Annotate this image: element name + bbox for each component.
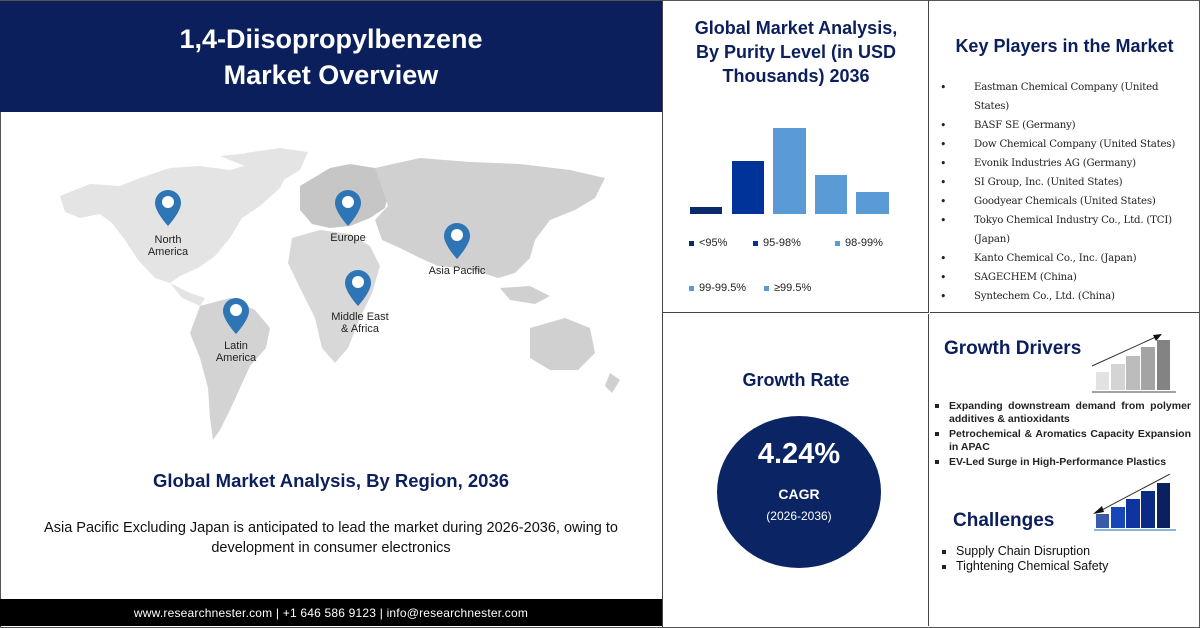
region-label-north-america: North America <box>147 234 189 258</box>
challenges-list: Supply Chain Disruption Tightening Chemi… <box>940 544 1190 574</box>
bar-95-98 <box>732 161 764 214</box>
title-line-1: 1,4-Diisopropylbenzene <box>179 23 483 54</box>
key-player-item: Kanto Chemical Co., Inc. (Japan) <box>940 249 1195 268</box>
challenge-item: Supply Chain Disruption <box>940 544 1190 559</box>
legend-item: 98-99% <box>835 237 883 249</box>
growth-rate-panel: Growth Rate 4.24% CAGR (2026-2036) <box>663 314 929 626</box>
declining-trend-chart-icon <box>1093 474 1176 531</box>
map-pin-icon <box>444 223 470 259</box>
cagr-circle: 4.24% CAGR (2026-2036) <box>717 416 881 568</box>
growth-driver-item: EV-Led Surge in High-Performance Plastic… <box>933 456 1191 469</box>
key-player-item: SAGECHEM (China) <box>940 268 1195 287</box>
key-player-item: BASF SE (Germany) <box>940 116 1195 135</box>
purity-chart-panel: Global Market Analysis, By Purity Level … <box>663 0 929 313</box>
challenge-item: Tightening Chemical Safety <box>940 559 1190 574</box>
world-map-icon <box>60 148 620 440</box>
bar-chart <box>683 118 903 214</box>
page-title: 1,4-Diisopropylbenzene Market Overview <box>179 21 482 93</box>
contact-footer: www.researchnester.com | +1 646 586 9123… <box>0 599 662 626</box>
key-players-panel: Key Players in the Market Eastman Chemic… <box>930 0 1199 313</box>
region-analysis-title: Global Market Analysis, By Region, 2036 <box>152 470 510 491</box>
map-pin-icon <box>335 190 361 226</box>
region-label-middle-east-africa: Middle East & Africa <box>331 311 389 335</box>
key-player-item: Syntechem Co., Ltd. (China) <box>940 287 1195 306</box>
legend-item: <95% <box>689 237 727 249</box>
growth-drivers-list: Expanding downstream demand from polymer… <box>933 400 1191 471</box>
bar-lt95 <box>690 207 722 214</box>
growth-driver-item: Petrochemical & Aromatics Capacity Expan… <box>933 428 1191 454</box>
key-players-list: Eastman Chemical Company (United States)… <box>940 78 1195 306</box>
cagr-value: 4.24% <box>757 438 841 470</box>
cagr-period: (2026-2036) <box>766 509 832 523</box>
title-line-2: Market Overview <box>223 59 439 90</box>
bar-99-995 <box>815 174 847 214</box>
key-player-item: Tokyo Chemical Industry Co., Ltd. (TCI) … <box>940 211 1195 249</box>
key-player-item: Evonik Industries AG (Germany) <box>940 154 1195 173</box>
chart-title: Global Market Analysis, By Purity Level … <box>694 18 898 86</box>
growth-drivers-title: Growth Drivers <box>944 338 1082 359</box>
growth-driver-item: Expanding downstream demand from polymer… <box>933 400 1191 426</box>
title-banner: 1,4-Diisopropylbenzene Market Overview <box>0 1 662 112</box>
legend-item: ≥99.5% <box>764 282 811 294</box>
market-overview-panel: 1,4-Diisopropylbenzene Market Overview <box>0 0 663 628</box>
key-players-title: Key Players in the Market <box>955 36 1174 56</box>
cagr-label: CAGR <box>778 486 820 502</box>
bar-98-99 <box>773 127 806 214</box>
rising-bar-chart-icon <box>1091 334 1176 393</box>
map-pin-icon <box>155 190 181 226</box>
key-player-item: SI Group, Inc. (United States) <box>940 173 1195 192</box>
bar-gte995 <box>856 191 889 214</box>
region-label-europe: Europe <box>330 232 366 244</box>
challenges-title: Challenges <box>953 510 1055 531</box>
map-pin-icon <box>345 270 371 306</box>
legend-item: 95-98% <box>753 237 801 249</box>
world-map: North America Europe Asia Pacific Middle … <box>30 148 635 448</box>
region-label-asia-pacific: Asia Pacific <box>428 265 486 277</box>
drivers-challenges-panel: Growth Drivers Expanding downstream dema… <box>930 314 1199 626</box>
growth-rate-title: Growth Rate <box>742 370 850 390</box>
key-player-item: Eastman Chemical Company (United States) <box>940 78 1195 116</box>
region-label-latin-america: Latin America <box>215 340 257 364</box>
key-player-item: Dow Chemical Company (United States) <box>940 135 1195 154</box>
map-pin-icon <box>223 298 249 334</box>
key-player-item: Goodyear Chemicals (United States) <box>940 192 1195 211</box>
region-analysis-description: Asia Pacific Excluding Japan is anticipa… <box>44 520 618 556</box>
legend-item: 99-99.5% <box>689 282 746 294</box>
